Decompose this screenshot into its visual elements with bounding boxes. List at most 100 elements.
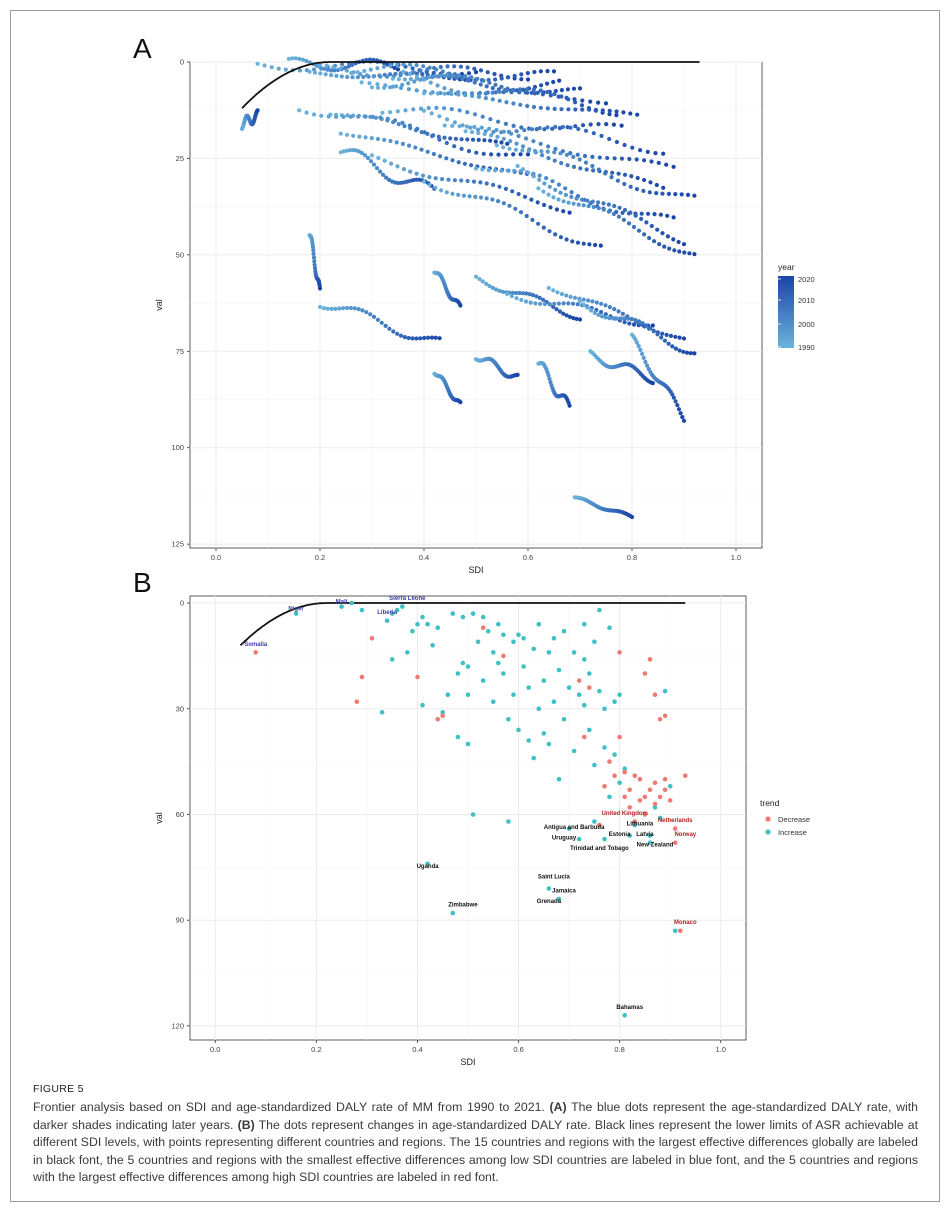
panel-a-point (597, 155, 602, 160)
panel-a-point (459, 146, 464, 151)
panel-a-point (297, 108, 302, 113)
panel-a-point (564, 313, 569, 318)
panel-b-increase-point (440, 710, 446, 715)
panel-a-point (311, 248, 316, 253)
panel-a-point (363, 114, 368, 119)
panel-a-point (604, 122, 609, 127)
panel-a-point (629, 514, 635, 520)
panel-a-point (671, 237, 676, 242)
panel-a-point (344, 132, 350, 137)
panel-a-point (465, 137, 470, 142)
panel-b-country-label: Zimbabwe (448, 903, 478, 909)
panel-b-decrease-point (354, 699, 360, 704)
panel-a-point (579, 103, 585, 108)
panel-a-point (401, 167, 406, 172)
panel-a-point (461, 193, 466, 198)
panel-a-y-tick-label: 0 (180, 58, 184, 67)
panel-a-point (511, 101, 516, 106)
panel-a-point (491, 129, 496, 135)
panel-a-point (622, 320, 627, 325)
panel-a-point (523, 136, 529, 141)
panel-a-point (478, 195, 484, 200)
panel-a-point (567, 403, 572, 408)
panel-b-decrease-point (627, 787, 632, 793)
panel-b-increase-point (622, 1013, 627, 1018)
panel-a-point (526, 170, 531, 175)
panel-b-decrease-point (678, 928, 683, 934)
caption-label: FIGURE 5 (33, 1083, 84, 1095)
panel-a-point (614, 109, 619, 114)
panel-a-point (514, 129, 519, 134)
panel-b-increase-point (526, 685, 531, 690)
panel-a-point (679, 192, 684, 197)
panel-b-increase-point (536, 621, 542, 627)
panel-a-point (478, 180, 483, 185)
panel-a-point (457, 124, 462, 129)
panel-a-point (525, 152, 531, 157)
panel-a-point (546, 156, 551, 161)
panel-a-point (456, 160, 461, 165)
panel-a-point (476, 137, 481, 142)
panel-a-point (339, 74, 344, 79)
panel-a-point (433, 185, 438, 190)
panel-a-point (529, 127, 535, 132)
panel-b-increase-point (339, 604, 344, 609)
panel-a-point (538, 88, 543, 93)
panel-a-point (473, 274, 479, 279)
panel-a-point (651, 329, 656, 334)
panel-a-point (575, 302, 580, 307)
panel-a-point (553, 232, 558, 237)
panel-a-point (559, 107, 564, 112)
panel-a-point (395, 164, 400, 169)
panel-b-increase-point (592, 762, 597, 768)
panel-a-point (640, 321, 645, 326)
panel-a-point (657, 242, 662, 247)
panel-a-point (350, 75, 355, 80)
panel-a-point (596, 167, 601, 172)
panel-a-point (550, 126, 555, 131)
panel-a-point (398, 85, 404, 91)
panel-a-point (290, 56, 295, 61)
panel-a-point (384, 175, 389, 180)
panel-a-point (590, 299, 595, 304)
panel-b-country-label: United Kingdom (602, 811, 648, 817)
panel-a-point (654, 191, 659, 196)
panel-a-point (293, 56, 298, 61)
panel-a-point (466, 71, 472, 76)
panel-a-point (421, 108, 427, 113)
panel-b-increase-point (647, 840, 653, 845)
panel-a-point (395, 331, 400, 336)
panel-a-point (480, 167, 485, 172)
panel-a-chart: 0.0 0.2 0.4 0.6 0.8 1.0 0 25 50 75 100 125 SDI val yea… (154, 56, 815, 575)
panel-a-point (429, 335, 434, 340)
panel-a-point (311, 255, 317, 260)
panel-a-point (537, 295, 542, 300)
panel-a-point (496, 152, 501, 157)
panel-b-increase-point (582, 657, 587, 662)
panel-b-decrease-point (480, 625, 486, 630)
panel-a-point (497, 288, 502, 293)
panel-a-point (400, 120, 405, 125)
panel-a-point (557, 309, 563, 314)
panel-a-point (434, 67, 439, 72)
panel-a-point (612, 203, 617, 209)
panel-a-point (590, 163, 595, 169)
panel-a-point (591, 131, 596, 136)
panel-a-point (494, 143, 499, 148)
panel-b-increase-point (480, 678, 486, 683)
panel-a-point (474, 150, 479, 155)
panel-a-point (531, 139, 536, 144)
panel-a-point (490, 86, 495, 91)
panel-b-decrease-point (359, 674, 365, 680)
panel-b-decrease-point (662, 787, 668, 793)
panel-a-point (421, 64, 426, 69)
panel-a-point (571, 201, 576, 206)
panel-a-point (619, 123, 624, 128)
panel-a-point (569, 190, 574, 195)
panel-b-increase-point (460, 614, 466, 620)
panel-a-point (446, 177, 451, 182)
panel-a-point (687, 251, 692, 256)
panel-a-point (364, 310, 369, 315)
panel-a-point (650, 323, 655, 328)
panel-a-point (369, 153, 375, 158)
